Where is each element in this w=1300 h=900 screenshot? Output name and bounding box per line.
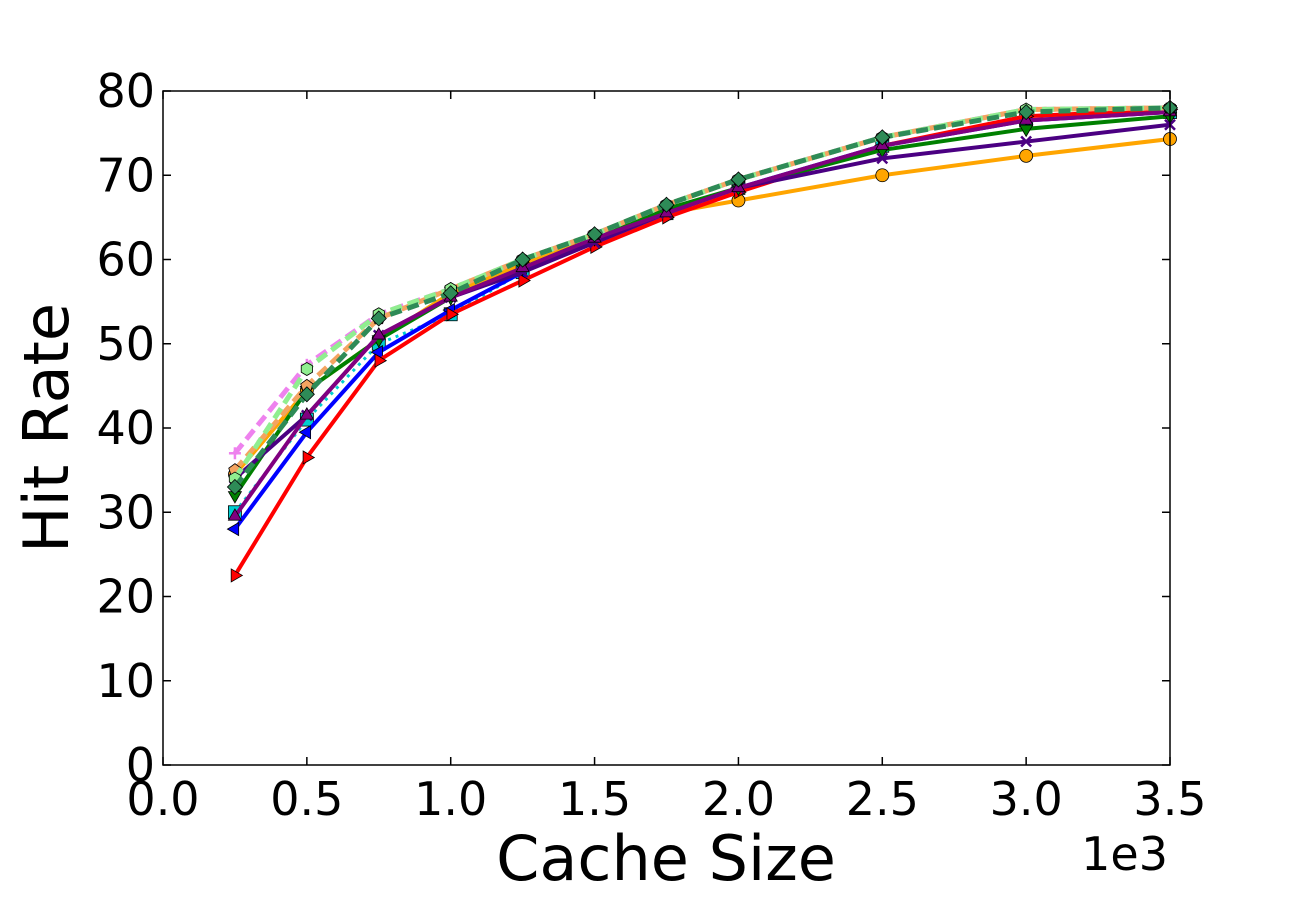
- data-point-marker: [586, 226, 603, 243]
- series-line: [232, 105, 1171, 489]
- data-point-marker: [226, 478, 243, 496]
- data-point-marker: [518, 273, 531, 288]
- data-point-marker: [228, 447, 241, 460]
- y-tick-label: 20: [96, 570, 155, 624]
- series-line: [233, 105, 1171, 472]
- series-layer: [226, 99, 1179, 583]
- x-tick-label: 3.0: [990, 772, 1063, 826]
- x-tick-label: 2.5: [846, 772, 919, 826]
- axis-ticks: 0.0 0.5 1.0 1.5 2.0 2.5 3.0 3.5 0 10 20 30 40 50 60 70 8…: [96, 64, 1206, 826]
- series-7: [227, 103, 1178, 521]
- series-1: [228, 132, 1177, 482]
- series-2: [228, 105, 1177, 520]
- x-tick-label: 3.5: [1133, 772, 1206, 826]
- y-axis-label: Hit Rate: [10, 303, 83, 553]
- x-axis-offset-label: 1e3: [1081, 827, 1168, 881]
- data-point-marker: [370, 310, 387, 327]
- data-point-marker: [1020, 135, 1033, 148]
- y-tick-label: 0: [126, 738, 155, 792]
- y-tick-label: 80: [96, 64, 155, 118]
- series-line: [233, 114, 1171, 497]
- data-point-marker: [442, 285, 459, 302]
- y-tick-label: 50: [96, 317, 155, 371]
- data-point-marker: [446, 307, 460, 322]
- data-point-marker: [730, 171, 747, 188]
- data-point-marker: [658, 196, 675, 213]
- data-point-marker: [227, 508, 243, 521]
- data-point-marker: [1018, 103, 1035, 121]
- x-tick-label: 0.0: [126, 772, 199, 826]
- data-point-marker: [300, 362, 313, 376]
- plot-area-frame: [162, 90, 1171, 766]
- data-point-marker: [876, 152, 889, 165]
- data-point-marker: [226, 521, 240, 537]
- x-tick-label: 0.5: [270, 772, 343, 826]
- series-10: [228, 100, 1177, 486]
- data-point-marker: [299, 407, 315, 420]
- x-tick-label: 1.0: [414, 772, 487, 826]
- x-axis-label: Cache Size: [496, 822, 836, 895]
- series-11: [226, 99, 1179, 496]
- data-point-marker: [874, 129, 891, 146]
- y-tick-label: 30: [96, 485, 155, 539]
- data-point-marker: [875, 168, 890, 183]
- data-point-marker: [1019, 148, 1034, 163]
- series-line: [233, 110, 1171, 514]
- data-point-marker: [298, 425, 312, 440]
- data-point-marker: [302, 450, 316, 465]
- series-5: [227, 112, 1178, 504]
- series-6: [229, 118, 1176, 485]
- y-tick-label: 60: [96, 233, 155, 287]
- series-line: [232, 105, 1171, 480]
- series-line: [233, 122, 1171, 481]
- data-point-marker: [230, 568, 244, 583]
- y-tick-label: 10: [96, 654, 155, 708]
- x-tick-label: 1.5: [558, 772, 631, 826]
- data-point-marker: [514, 251, 531, 268]
- data-point-marker: [374, 353, 388, 368]
- y-tick-label: 70: [96, 148, 155, 202]
- series-line: [233, 137, 1171, 476]
- x-tick-label: 2.0: [702, 772, 775, 826]
- y-tick-label: 40: [96, 401, 155, 455]
- data-point-marker: [371, 327, 386, 340]
- series-9: [228, 100, 1177, 476]
- data-point-marker: [1018, 124, 1034, 138]
- data-point-marker: [298, 386, 315, 403]
